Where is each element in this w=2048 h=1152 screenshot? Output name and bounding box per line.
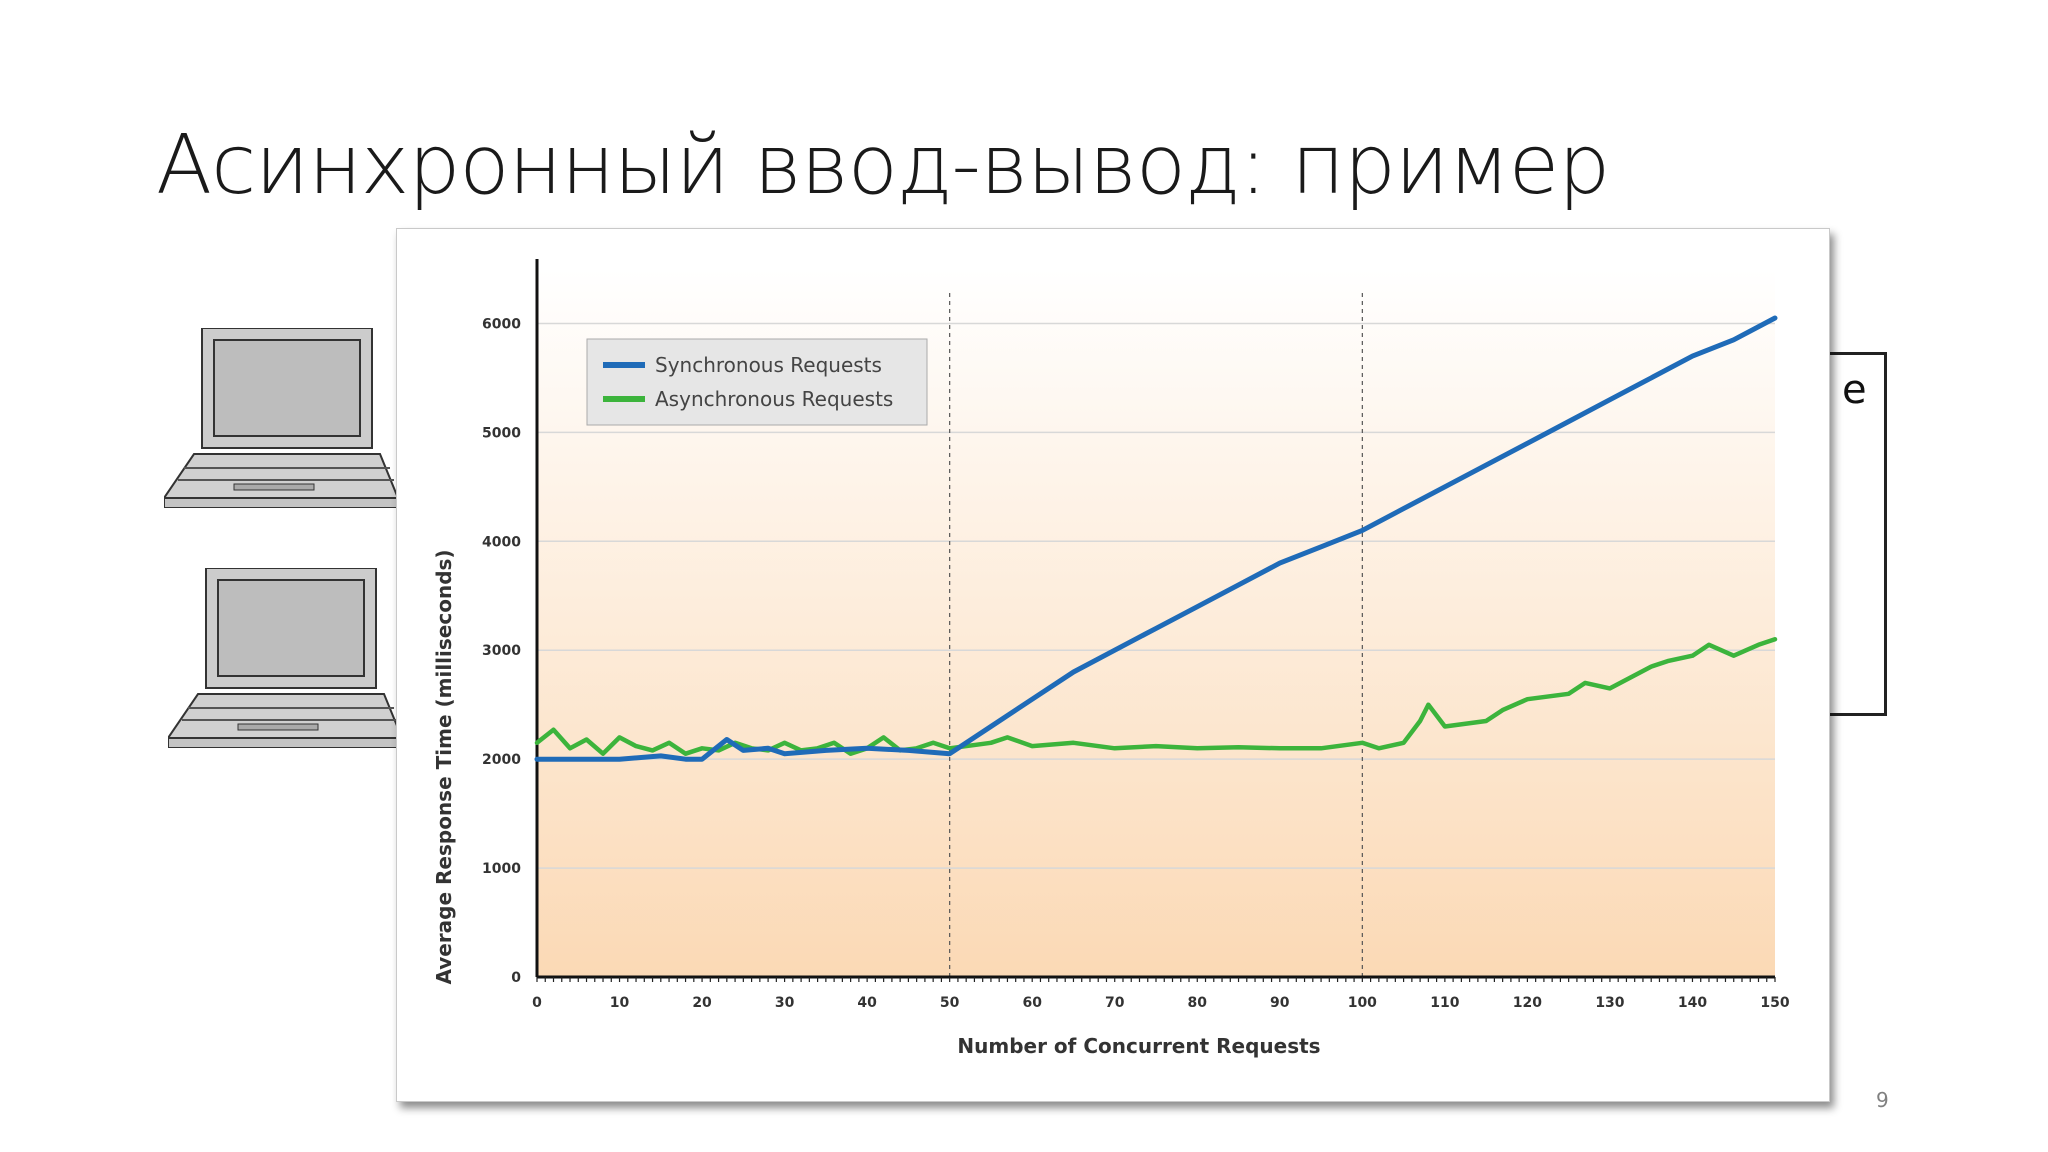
x-tick-label: 50 [940, 995, 960, 1011]
x-tick-label: 110 [1430, 995, 1459, 1011]
x-tick-label: 20 [692, 995, 712, 1011]
chart-panel: 0 1000 2000 3000 4000 5000 6000 0 10 20 30 40 50 60 70… [396, 228, 1830, 1102]
x-tick-label: 130 [1595, 995, 1624, 1011]
line-chart: 0 1000 2000 3000 4000 5000 6000 0 10 20 30 40 50 60 70… [432, 259, 1790, 1058]
x-tick-label: 120 [1513, 995, 1542, 1011]
y-tick-label: 1000 [482, 861, 521, 877]
legend-box [586, 338, 928, 426]
x-tick-label: 70 [1105, 995, 1125, 1011]
y-tick-label: 5000 [482, 425, 521, 441]
x-axis-title: Number of Concurrent Requests [957, 1034, 1320, 1058]
x-tick-label: 100 [1348, 995, 1377, 1011]
legend-label-async: Asynchronous Requests [655, 387, 893, 411]
page-number: 9 [1876, 1088, 1889, 1112]
x-tick-label: 0 [532, 995, 542, 1011]
y-axis-title: Average Response Time (milliseconds) [432, 549, 456, 984]
x-tick-label: 150 [1760, 995, 1789, 1011]
series-line-async [534, 637, 1778, 756]
y-tick-label: 6000 [482, 316, 521, 332]
y-tick-label: 0 [511, 970, 521, 986]
laptop-icon [162, 327, 404, 513]
series-line-sync [534, 315, 1778, 762]
x-tick-label: 40 [857, 995, 877, 1011]
legend: Synchronous Requests Asynchronous Reques… [586, 338, 928, 426]
x-tick-label: 60 [1022, 995, 1042, 1011]
server-box-label: e [1842, 367, 1867, 413]
server-box: e [1820, 352, 1887, 716]
y-tick-label: 3000 [482, 643, 521, 659]
x-tick-label: 80 [1188, 995, 1208, 1011]
y-tick-label: 2000 [482, 752, 521, 768]
x-tick-label: 140 [1678, 995, 1707, 1011]
x-tick-label: 30 [775, 995, 795, 1011]
slide-title: Асинхронный ввод-вывод: пример [156, 118, 1610, 213]
laptop-icon [166, 567, 408, 753]
y-tick-label: 4000 [482, 534, 521, 550]
legend-label-sync: Synchronous Requests [655, 353, 882, 377]
x-tick-label: 90 [1270, 995, 1290, 1011]
x-tick-label: 10 [610, 995, 630, 1011]
